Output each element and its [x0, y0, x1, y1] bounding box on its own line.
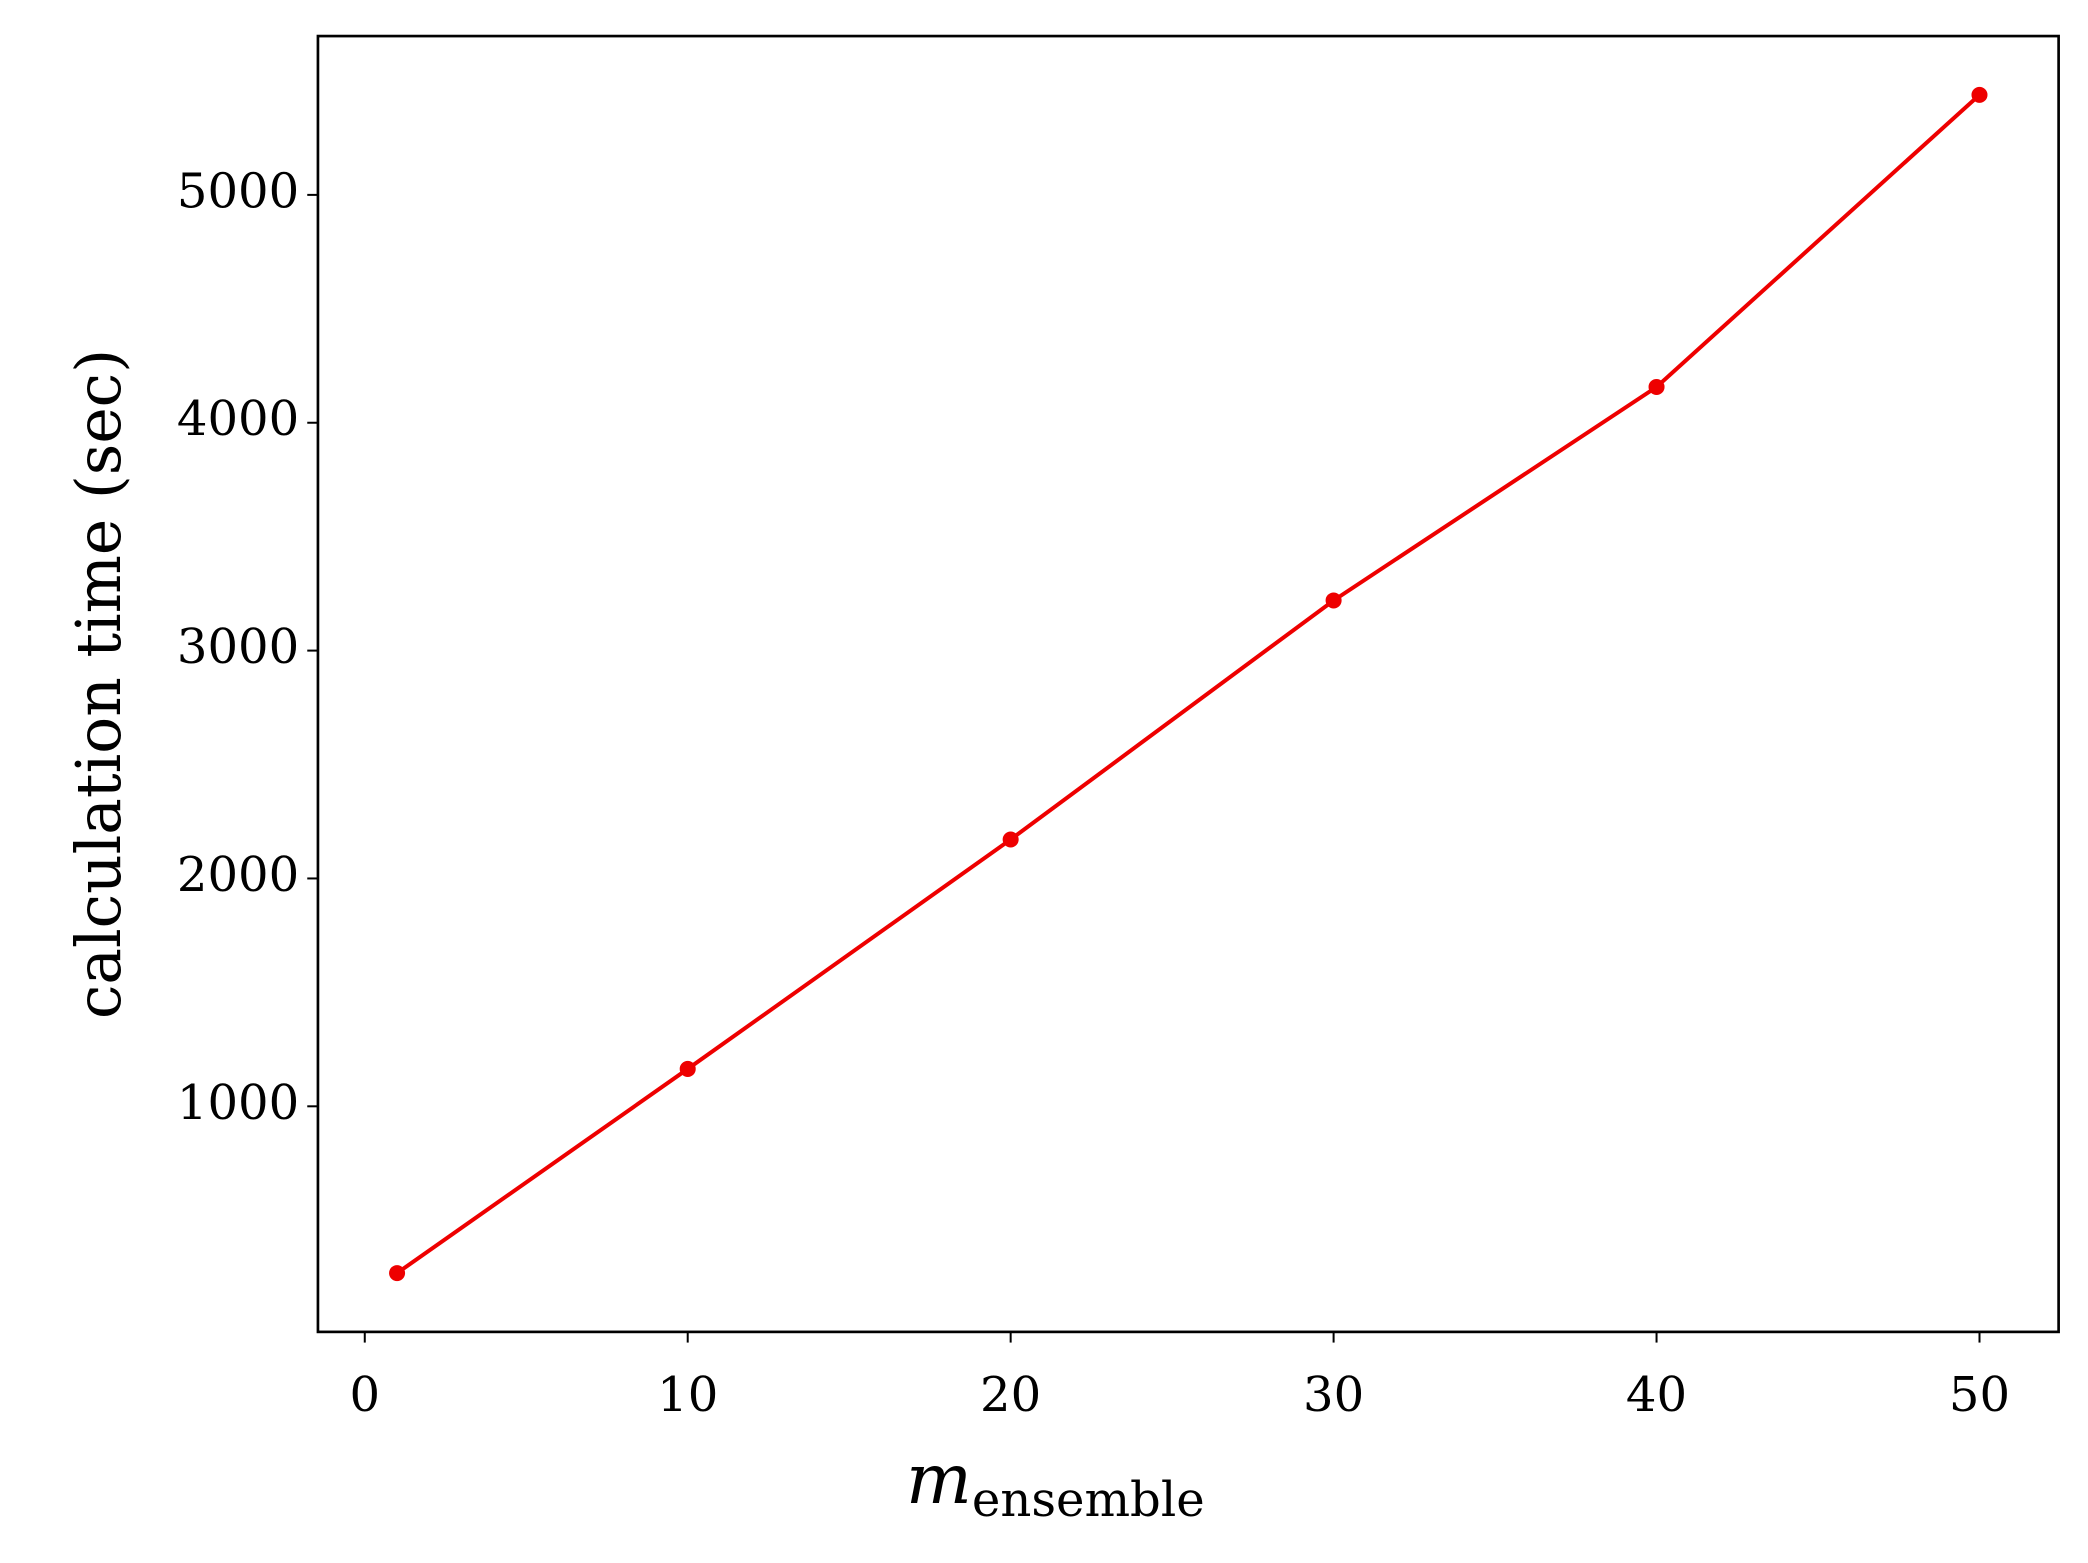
data-point [1325, 592, 1342, 609]
y-tick-label: 1000 [177, 1075, 299, 1131]
data-point [389, 1265, 406, 1282]
x-label-main: m [906, 1440, 972, 1520]
data-point [1971, 86, 1988, 103]
x-axis-label: mensemble [906, 1440, 1205, 1528]
y-tick-label: 4000 [177, 391, 299, 447]
y-tick-label: 3000 [177, 619, 299, 675]
plot-frame [316, 34, 2060, 1334]
y-axis-label: calculation time (sec) [64, 349, 135, 1019]
x-tick-label: 20 [980, 1367, 1041, 1423]
x-tick-label: 50 [1949, 1367, 2010, 1423]
data-point [1002, 831, 1019, 848]
x-tick-label: 30 [1303, 1367, 1364, 1423]
data-line [395, 93, 1981, 1275]
data-point [679, 1060, 696, 1077]
y-tick-label: 2000 [177, 847, 299, 903]
data-point [1648, 378, 1665, 395]
x-tick-label: 10 [657, 1367, 718, 1423]
x-label-subscript: ensemble [972, 1472, 1205, 1528]
x-tick-label: 0 [349, 1367, 380, 1423]
x-tick-label: 40 [1626, 1367, 1687, 1423]
y-tick-label: 5000 [177, 163, 299, 219]
